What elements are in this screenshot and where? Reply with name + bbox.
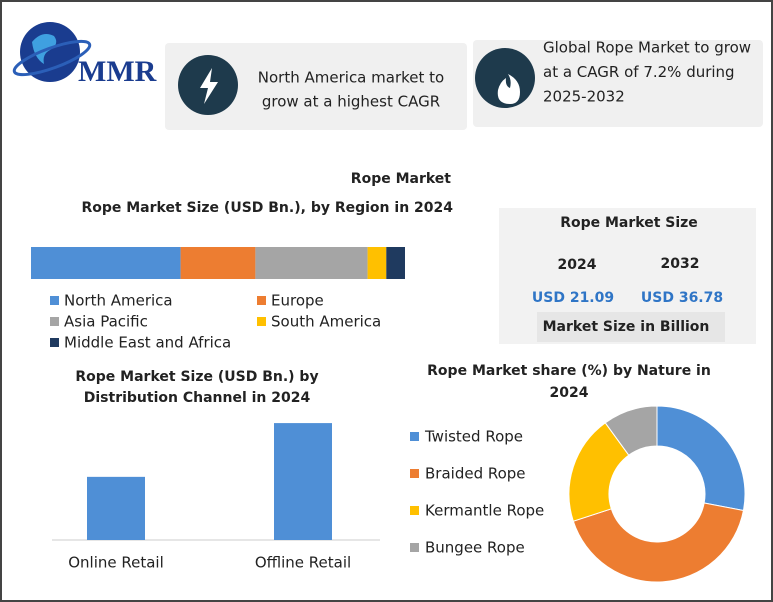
legend-label: Kermantle Rope [425, 502, 544, 520]
card-text: North America market to [258, 69, 444, 87]
card-text: grow at a highest CAGR [262, 93, 440, 111]
donut-slice [604, 405, 658, 456]
bar [87, 476, 145, 540]
legend-label: Asia Pacific [64, 313, 148, 331]
logo-text: MMR [78, 55, 157, 88]
legend-label: Europe [271, 292, 324, 310]
donut-slice [572, 502, 745, 583]
legend-label: Middle East and Africa [64, 334, 231, 352]
bar-segment [31, 247, 181, 279]
card [473, 40, 763, 127]
stat-value: USD 36.78 [641, 290, 723, 306]
legend-label: North America [64, 292, 173, 310]
chart-title: Rope Market share (%) by Nature in [427, 363, 711, 379]
stat-note-box [537, 312, 725, 342]
card-text: Global Rope Market to grow [543, 39, 751, 57]
legend-label: South America [271, 313, 381, 331]
chart-title: Rope Market Size (USD Bn.), by Region in… [81, 200, 453, 216]
chart-title: Rope Market Size (USD Bn.) by [75, 369, 318, 385]
logo-orbit [12, 39, 92, 77]
card-text: at a CAGR of 7.2% during [543, 63, 735, 81]
legend-swatch [257, 317, 266, 326]
bolt-icon [200, 68, 218, 104]
legend-swatch [410, 543, 419, 552]
legend-swatch [410, 506, 419, 515]
legend-label: Braided Rope [425, 465, 526, 483]
card [165, 43, 467, 130]
stat-year: 2032 [661, 256, 700, 272]
bar [274, 423, 332, 540]
legend-swatch [410, 469, 419, 478]
card-text: 2025-2032 [543, 88, 625, 106]
stat-value: USD 21.09 [532, 290, 614, 306]
card-icon [475, 48, 535, 108]
bar-segment [367, 247, 387, 279]
stat-year: 2024 [558, 257, 597, 273]
legend-swatch [410, 432, 419, 441]
legend-swatch [50, 296, 59, 305]
legend-swatch [50, 317, 59, 326]
section-title: Rope Market [351, 171, 452, 187]
x-tick-label: Offline Retail [255, 554, 351, 572]
bar-segment [386, 247, 405, 279]
legend-swatch [50, 338, 59, 347]
stat-note: Market Size in Billion [543, 319, 710, 335]
chart-title: 2024 [550, 385, 589, 401]
legend-label: Bungee Rope [425, 539, 525, 557]
legend-swatch [257, 296, 266, 305]
chart-title: Distribution Channel in 2024 [84, 390, 311, 406]
flame-icon [497, 74, 520, 104]
x-tick-label: Online Retail [68, 554, 164, 572]
logo-globe [20, 22, 80, 82]
donut-slice [656, 405, 746, 512]
stat-title: Rope Market Size [560, 215, 698, 231]
legend-label: Twisted Rope [424, 428, 523, 446]
bar-segment [255, 247, 368, 279]
bar-segment [180, 247, 256, 279]
